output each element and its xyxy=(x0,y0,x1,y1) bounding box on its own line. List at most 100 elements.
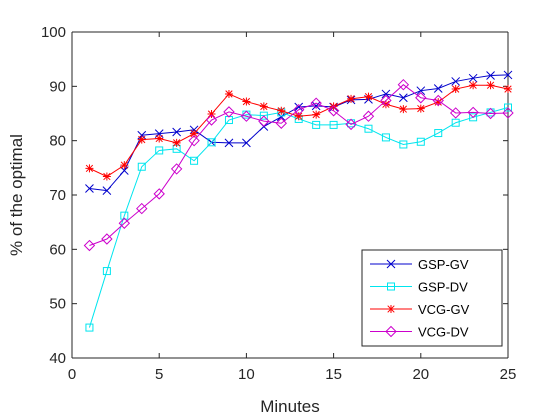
data-point xyxy=(190,156,199,165)
data-point xyxy=(224,138,234,148)
x-tick-label: 25 xyxy=(500,366,517,383)
data-point xyxy=(484,107,497,120)
data-point xyxy=(101,233,113,245)
data-point xyxy=(207,138,216,147)
data-point xyxy=(137,135,146,144)
data-point xyxy=(503,70,513,80)
data-point xyxy=(381,100,390,109)
y-tick-label: 100 xyxy=(41,24,66,41)
y-tick-label: 60 xyxy=(49,241,66,258)
data-point xyxy=(120,211,129,220)
data-point xyxy=(451,77,461,86)
data-point xyxy=(312,120,321,129)
data-point xyxy=(137,130,147,140)
data-point xyxy=(242,97,251,106)
data-point xyxy=(486,71,495,80)
data-point xyxy=(433,84,443,93)
data-point xyxy=(347,94,356,103)
data-point xyxy=(329,120,338,129)
legend-item: GSP-DV xyxy=(370,280,468,295)
data-point xyxy=(223,106,235,118)
data-point xyxy=(85,164,94,173)
data-point xyxy=(469,81,478,90)
y-tick-label: 70 xyxy=(49,187,66,204)
data-point xyxy=(205,114,218,126)
legend-marker xyxy=(387,282,395,291)
data-point xyxy=(120,161,129,170)
data-point xyxy=(364,92,373,101)
y-tick-label: 90 xyxy=(49,78,66,95)
data-point xyxy=(259,111,268,120)
data-point xyxy=(416,104,425,113)
x-axis-title: Minutes xyxy=(260,397,320,416)
data-point xyxy=(294,112,303,121)
legend-item: VCG-DV xyxy=(370,325,469,340)
x-tick-label: 10 xyxy=(238,366,255,383)
data-point xyxy=(380,94,392,107)
legend-label: VCG-GV xyxy=(418,302,470,317)
data-point xyxy=(153,188,165,200)
data-point xyxy=(362,110,375,122)
data-point xyxy=(118,217,131,229)
legend-box xyxy=(361,249,503,347)
data-point xyxy=(172,138,181,147)
data-point xyxy=(416,137,425,146)
data-point xyxy=(190,129,199,138)
data-point xyxy=(486,81,495,90)
data-point xyxy=(312,110,321,119)
data-point xyxy=(275,117,287,129)
data-point xyxy=(345,118,357,131)
data-point xyxy=(155,134,164,143)
data-point xyxy=(381,133,390,142)
data-point xyxy=(207,110,216,119)
data-point xyxy=(434,129,443,138)
data-point xyxy=(155,146,164,155)
data-point xyxy=(258,115,270,127)
series-vcg-gv xyxy=(85,81,512,181)
legend-item: VCG-GV xyxy=(370,302,470,317)
data-point xyxy=(294,102,304,112)
data-point xyxy=(311,101,321,111)
series-layer xyxy=(83,70,514,332)
data-point xyxy=(85,323,94,332)
data-point xyxy=(293,103,305,116)
data-point xyxy=(381,89,391,99)
data-point xyxy=(224,89,233,98)
y-tick-label: 80 xyxy=(49,133,66,150)
data-point xyxy=(468,73,478,83)
legend: GSP-GV GSP-DV VCG-GV VCG-DV xyxy=(361,249,503,347)
legend-label: VCG-DV xyxy=(418,325,469,340)
legend-label: GSP-DV xyxy=(418,280,468,295)
legend-marker xyxy=(387,305,395,313)
data-point xyxy=(83,239,96,252)
data-point xyxy=(188,134,200,147)
data-point xyxy=(504,103,512,112)
data-point xyxy=(85,184,94,193)
series-line xyxy=(89,84,509,246)
axes: 0 5 10 15 20 25 40 50 60 70 80 90 100 xyxy=(41,24,516,383)
data-point xyxy=(432,94,444,107)
data-point xyxy=(327,105,340,117)
data-point xyxy=(170,163,183,175)
y-tick-label: 50 xyxy=(49,296,66,313)
data-point xyxy=(137,162,146,171)
data-point xyxy=(136,202,148,215)
data-point xyxy=(451,118,460,127)
data-point xyxy=(399,93,408,103)
data-point xyxy=(397,78,410,91)
data-point xyxy=(399,105,408,114)
x-tick-label: 20 xyxy=(412,366,429,383)
data-point xyxy=(277,106,286,115)
data-point xyxy=(399,140,408,149)
data-point xyxy=(416,86,426,96)
data-point xyxy=(102,267,111,276)
data-point xyxy=(467,106,479,119)
data-point xyxy=(102,186,112,196)
x-tick-label: 15 xyxy=(325,366,342,383)
y-tick-label: 40 xyxy=(49,350,66,367)
data-point xyxy=(240,110,253,122)
data-point xyxy=(502,107,514,119)
data-point xyxy=(102,172,111,181)
